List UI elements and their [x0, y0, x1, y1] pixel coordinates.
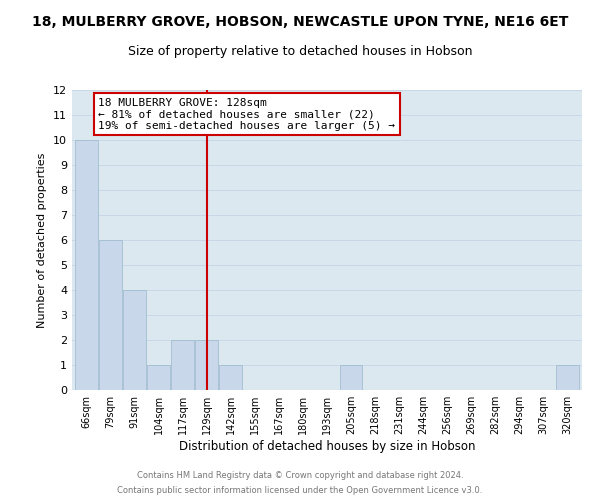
Bar — [171, 340, 194, 390]
Text: Contains public sector information licensed under the Open Government Licence v3: Contains public sector information licen… — [118, 486, 482, 495]
Bar — [75, 140, 98, 390]
Text: 18 MULBERRY GROVE: 128sqm
← 81% of detached houses are smaller (22)
19% of semi-: 18 MULBERRY GROVE: 128sqm ← 81% of detac… — [98, 98, 395, 130]
Text: Size of property relative to detached houses in Hobson: Size of property relative to detached ho… — [128, 45, 472, 58]
Bar — [195, 340, 218, 390]
Bar — [556, 365, 579, 390]
Bar — [340, 365, 362, 390]
Y-axis label: Number of detached properties: Number of detached properties — [37, 152, 47, 328]
Text: 18, MULBERRY GROVE, HOBSON, NEWCASTLE UPON TYNE, NE16 6ET: 18, MULBERRY GROVE, HOBSON, NEWCASTLE UP… — [32, 15, 568, 29]
Bar — [123, 290, 146, 390]
X-axis label: Distribution of detached houses by size in Hobson: Distribution of detached houses by size … — [179, 440, 475, 453]
Text: Contains HM Land Registry data © Crown copyright and database right 2024.: Contains HM Land Registry data © Crown c… — [137, 471, 463, 480]
Bar — [99, 240, 122, 390]
Bar — [147, 365, 170, 390]
Bar — [220, 365, 242, 390]
